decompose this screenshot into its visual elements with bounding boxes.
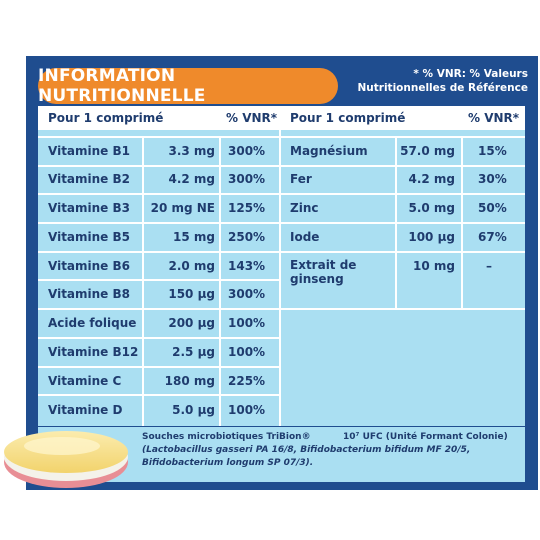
row-amount: 2.0 mg: [168, 259, 215, 273]
row-name: Vitamine B6: [48, 259, 130, 273]
row-amount: 100 µg: [408, 230, 455, 244]
row-amount: 4.2 mg: [168, 172, 215, 186]
row-name: Vitamine B3: [48, 201, 130, 215]
row-vnr: 67%: [478, 230, 507, 244]
row-name: Vitamine B12: [48, 345, 139, 359]
row-vnr: 100%: [228, 316, 266, 330]
footer-strain-list-end: Bifidobacterium longum SP 07/3).: [142, 458, 314, 468]
row-amount: 10 mg: [413, 259, 455, 273]
row-vnr: 143%: [228, 259, 266, 273]
footer-strains: Souches microbiotiques TriBion®: [142, 432, 311, 442]
footer-strain-list: (Lactobacillus gasseri PA 16/8, Bifidoba…: [142, 445, 471, 455]
vnr-note-line1: * % VNR: % Valeurs: [413, 68, 528, 80]
row-vnr: 300%: [228, 172, 266, 186]
grid-vline: [219, 136, 221, 426]
row-name: Vitamine D: [48, 403, 123, 417]
header-left-vnr: % VNR*: [226, 111, 278, 125]
row-name: Vitamine B8: [48, 287, 130, 301]
grid-hline: [38, 193, 525, 195]
row-name: Vitamine B2: [48, 172, 130, 186]
row-amount: 57.0 mg: [400, 144, 455, 158]
grid-hline: [38, 394, 280, 396]
row-name: Iode: [290, 230, 320, 244]
row-vnr: 125%: [228, 201, 266, 215]
vnr-note-line2: Nutritionnelles de Référence: [357, 82, 529, 94]
header-right-vnr: % VNR*: [468, 111, 520, 125]
row-name: Acide folique: [48, 316, 137, 330]
row-name: ginseng: [290, 272, 344, 286]
row-name: Vitamine B5: [48, 230, 130, 244]
row-amount: 180 mg: [164, 374, 215, 388]
row-vnr: 300%: [228, 287, 266, 301]
row-vnr: 250%: [228, 230, 266, 244]
nutrition-table: [38, 106, 525, 426]
row-name: Zinc: [290, 201, 319, 215]
grid-hline: [38, 308, 525, 310]
row-amount: 20 mg NE: [150, 201, 215, 215]
row-amount: 4.2 mg: [408, 172, 455, 186]
grid-vline: [279, 106, 281, 426]
grid-hline: [38, 222, 525, 224]
row-name: Extrait de: [290, 258, 357, 272]
tablet-image: [4, 431, 128, 488]
row-name: Vitamine B1: [48, 144, 130, 158]
row-vnr: 15%: [478, 144, 507, 158]
row-name: Vitamine C: [48, 374, 122, 388]
grid-vline: [142, 136, 144, 426]
row-vnr: 100%: [228, 345, 266, 359]
row-amount: 3.3 mg: [168, 144, 215, 158]
row-amount: 200 µg: [168, 316, 215, 330]
nutrition-title-badge: INFORMATION NUTRITIONNELLE: [38, 66, 338, 106]
row-amount: 5.0 µg: [172, 403, 215, 417]
grid-hline: [38, 337, 280, 339]
row-vnr: 50%: [478, 201, 507, 215]
grid-hline: [38, 279, 280, 281]
row-name: Magnésium: [290, 144, 368, 158]
grid-hline: [38, 136, 525, 138]
grid-hline: [38, 165, 525, 167]
row-name: Fer: [290, 172, 312, 186]
row-amount: 15 mg: [173, 230, 215, 244]
header-right-label: Pour 1 comprimé: [290, 111, 406, 125]
row-amount: 150 µg: [168, 287, 215, 301]
vnr-note: * % VNR: % Valeurs Nutritionnelles de Ré…: [328, 67, 529, 95]
row-vnr: 100%: [228, 403, 266, 417]
header-left-label: Pour 1 comprimé: [48, 111, 164, 125]
grid-hline: [38, 251, 525, 253]
table-header: [38, 106, 525, 130]
row-vnr: 300%: [228, 144, 266, 158]
row-vnr: 225%: [228, 374, 266, 388]
row-amount: 2.5 µg: [172, 345, 215, 359]
grid-hline: [38, 366, 280, 368]
row-amount: 5.0 mg: [408, 201, 455, 215]
footer-ufc: 10⁷ UFC (Unité Formant Colonie): [343, 432, 508, 442]
row-vnr: 30%: [478, 172, 507, 186]
row-vnr: –: [486, 259, 492, 273]
